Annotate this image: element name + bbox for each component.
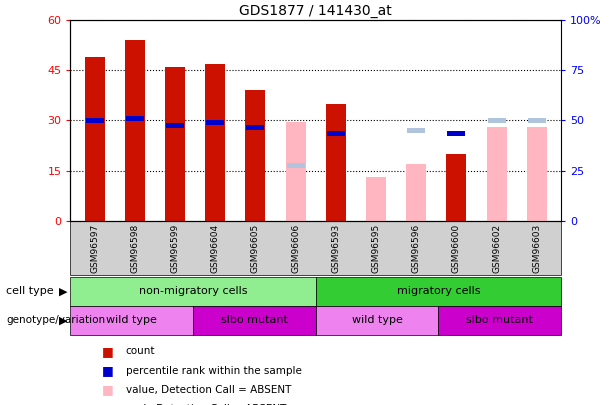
Bar [245,90,265,221]
Text: cell type: cell type [6,286,54,296]
Bar [166,123,184,128]
Bar [125,40,145,221]
Text: wild type: wild type [107,315,157,325]
Text: ■: ■ [101,403,113,405]
Bar [286,122,306,221]
Text: ■: ■ [101,345,113,358]
Bar [407,128,425,133]
Title: GDS1877 / 141430_at: GDS1877 / 141430_at [239,4,392,18]
Text: count: count [126,346,155,356]
Bar [487,118,506,123]
Bar [205,64,225,221]
Bar [446,154,466,221]
Text: percentile rank within the sample: percentile rank within the sample [126,366,302,375]
Text: ■: ■ [101,364,113,377]
Bar [528,118,546,123]
Bar [246,125,264,130]
Bar [327,131,345,136]
Text: non-migratory cells: non-migratory cells [139,286,247,296]
Text: slbo mutant: slbo mutant [466,315,533,325]
Text: ■: ■ [101,384,113,396]
Bar [165,67,185,221]
Bar [527,127,547,221]
Text: wild type: wild type [352,315,402,325]
Bar [447,131,465,136]
Bar [326,104,346,221]
Bar [487,127,506,221]
Text: genotype/variation: genotype/variation [6,315,105,325]
Text: value, Detection Call = ABSENT: value, Detection Call = ABSENT [126,385,291,395]
Bar [366,177,386,221]
Bar [86,118,104,123]
Bar [406,164,426,221]
Text: slbo mutant: slbo mutant [221,315,288,325]
Bar [206,119,224,125]
Bar [85,57,105,221]
Text: migratory cells: migratory cells [397,286,480,296]
Text: ▶: ▶ [59,315,67,325]
Bar [126,116,144,121]
Text: ▶: ▶ [59,286,67,296]
Bar [286,163,305,168]
